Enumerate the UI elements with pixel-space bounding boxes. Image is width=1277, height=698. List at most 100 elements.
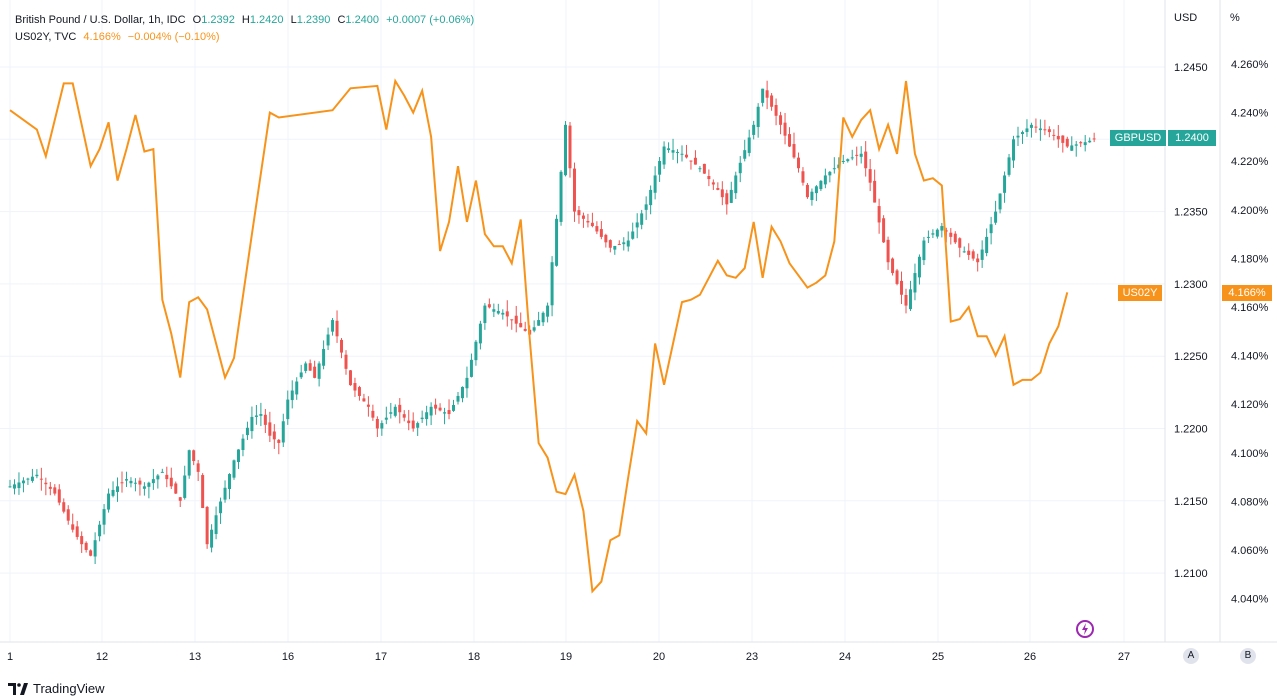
candle-body (98, 524, 102, 537)
candle-body (344, 354, 348, 369)
candle-body (205, 506, 209, 545)
candle-body (183, 475, 187, 498)
candle-body (254, 415, 258, 417)
candle-body (53, 487, 57, 494)
candle-body (684, 154, 688, 158)
compare-legend[interactable]: US02Y, TVC 4.166% −0.004% (−0.10%) (15, 30, 224, 44)
gbpusd-candles (8, 80, 1096, 564)
percent-tick-label: 4.120% (1231, 399, 1269, 411)
candle-body (940, 226, 944, 231)
candle-body (882, 218, 886, 243)
candle-body (667, 148, 671, 151)
low-value: 1.2390 (296, 14, 331, 26)
candle-body (581, 215, 585, 219)
auto-scale-button[interactable]: A (1183, 648, 1199, 664)
candle-body (340, 339, 344, 353)
gbpusd-price-tag: 1.2400 (1168, 130, 1216, 146)
low-label: L (290, 14, 297, 26)
candle-body (138, 480, 142, 485)
candle-body (8, 486, 12, 488)
candle-body (967, 250, 971, 255)
candle-body (873, 180, 877, 203)
candle-body (84, 542, 88, 550)
candle-body (389, 412, 393, 414)
candle-body (93, 540, 97, 557)
usd-tick-label: 1.2450 (1174, 62, 1208, 74)
candle-body (505, 311, 509, 317)
percent-tick-label: 4.160% (1231, 302, 1269, 314)
candle-body (922, 240, 926, 261)
candle-body (644, 204, 648, 210)
candle-body (523, 328, 527, 331)
candle-body (48, 486, 52, 489)
candle-body (779, 115, 783, 125)
candle-body (129, 480, 133, 484)
tradingview-logo[interactable]: TradingView (8, 681, 105, 696)
us02y-line (9, 78, 1069, 594)
candle-body (711, 182, 715, 185)
candle-body (102, 509, 106, 525)
candle-body (89, 550, 93, 556)
candle-body (353, 383, 357, 391)
candle-body (944, 230, 948, 232)
candle-body (774, 104, 778, 116)
candle-body (326, 334, 330, 346)
candle-body (908, 289, 912, 310)
candle-body (371, 410, 375, 418)
candle-body (734, 175, 738, 194)
candle-body (658, 160, 662, 175)
symbol-legend[interactable]: British Pound / U.S. Dollar, 1h, IDC O1.… (15, 13, 478, 27)
candle-body (268, 422, 272, 436)
candle-body (1070, 145, 1074, 151)
candle-body (635, 222, 639, 228)
candle-body (765, 90, 769, 98)
candle-body (241, 438, 245, 450)
candle-body (877, 206, 881, 223)
time-tick-label: 16 (282, 651, 294, 663)
candle-body (116, 486, 120, 492)
time-tick-label: 27 (1118, 651, 1130, 663)
candle-body (590, 222, 594, 227)
time-axis: 1 12 13 16 17 18 19 20 23 24 25 26 27 (7, 651, 1130, 663)
candle-body (985, 236, 989, 254)
candle-body (698, 168, 702, 170)
candle-body (219, 501, 223, 514)
candle-body (384, 417, 388, 420)
candle-body (859, 153, 863, 157)
percent-tick-label: 4.240% (1231, 108, 1269, 120)
candle-body (402, 414, 406, 418)
candle-body (30, 476, 34, 481)
candle-body (976, 258, 980, 263)
candle-body (192, 450, 196, 462)
candle-body (187, 450, 191, 476)
candle-body (841, 160, 845, 162)
candle-body (245, 427, 249, 436)
candle-body (460, 386, 464, 399)
percent-tick-label: 4.040% (1231, 594, 1269, 606)
candle-body (720, 189, 724, 198)
candle-body (832, 168, 836, 170)
compare-value: 4.166% (83, 31, 121, 43)
usd-unit-label: USD (1174, 12, 1198, 24)
candle-body (810, 191, 814, 201)
candle-body (66, 509, 70, 521)
candle-body (111, 489, 115, 496)
candle-body (236, 449, 240, 463)
candle-body (35, 474, 39, 477)
time-tick-label: 12 (96, 651, 108, 663)
candle-body (75, 526, 79, 537)
percent-tick-label: 4.260% (1231, 59, 1269, 71)
candle-body (868, 169, 872, 183)
percent-tick-label: 4.140% (1231, 351, 1269, 363)
candle-body (142, 486, 146, 489)
candle-body (1016, 135, 1020, 138)
percent-tick-label: 4.060% (1231, 545, 1269, 557)
candle-body (913, 273, 917, 293)
log-scale-button[interactable]: B (1240, 648, 1256, 664)
time-tick-label: 26 (1024, 651, 1036, 663)
usd-tick-label: 1.2150 (1174, 496, 1208, 508)
candle-body (1052, 134, 1056, 136)
flash-icon[interactable] (1076, 620, 1094, 638)
candle-body (1038, 128, 1042, 131)
